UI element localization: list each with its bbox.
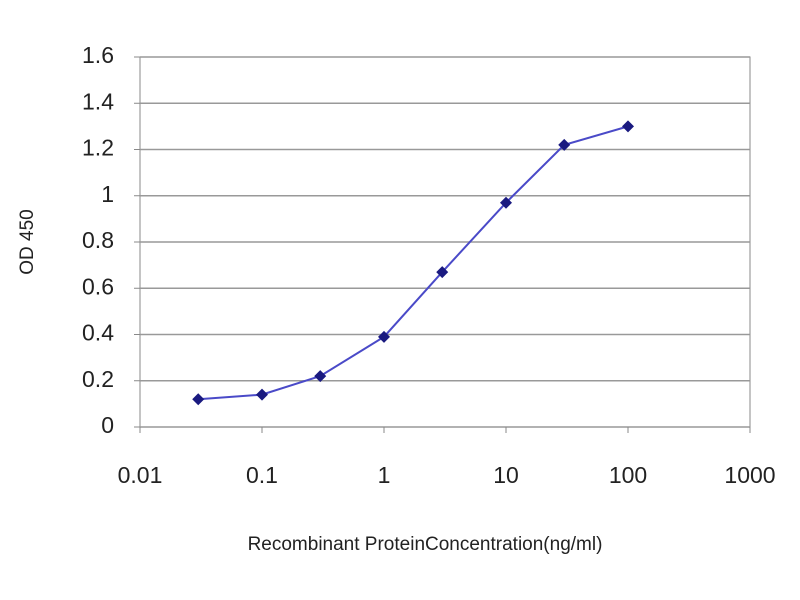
data-point [436,266,449,279]
data-point [558,138,571,151]
data-point [378,330,390,343]
x-tick-label: 0.1 [246,462,278,488]
data-line [198,125,629,401]
y-tick-label: 1.2 [82,135,114,161]
y-tick-label: 0.6 [82,273,114,299]
y-tick-label: 1.4 [82,88,114,114]
data-point [500,196,512,209]
x-tick-label: 1000 [724,462,775,488]
data-point [256,388,268,401]
x-tick-label: 10 [493,462,519,488]
data-point [314,370,327,383]
y-tick-label: 0 [101,412,114,438]
y-tick-label: 0.4 [82,320,114,346]
data-point [622,120,634,133]
x-tick-label: 1 [378,462,391,488]
y-tick-label: 0.8 [82,227,114,253]
y-tick-label: 1 [101,181,114,207]
x-tick-label: 100 [609,462,647,488]
y-tick-label: 1.6 [82,42,114,68]
y-tick-label: 0.2 [82,366,114,392]
x-tick-label: 0.01 [118,462,163,488]
y-axis-title: OD 450 [17,209,38,274]
data-point [192,393,205,406]
x-axis-title: Recombinant ProteinConcentration(ng/ml) [248,534,603,555]
